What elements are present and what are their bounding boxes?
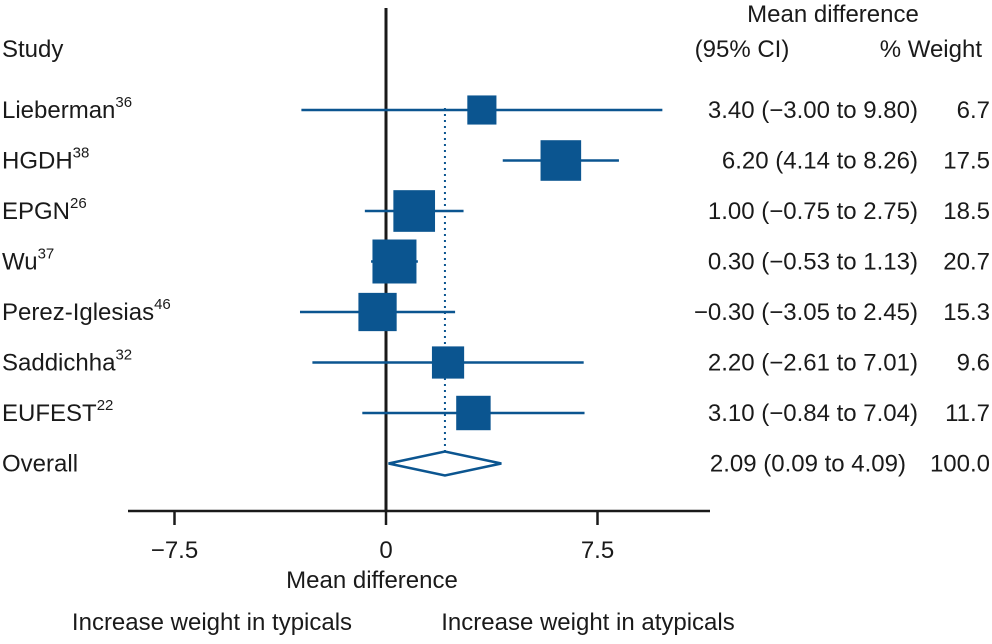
effect-box xyxy=(456,395,491,431)
study-label: Lieberman36 xyxy=(2,94,132,124)
x-tick-label: 7.5 xyxy=(581,537,614,564)
study-weight-text: 11.7 xyxy=(945,400,990,427)
header-weight: % Weight xyxy=(880,36,983,63)
study-effect-text: 1.00 (−0.75 to 2.75) xyxy=(708,198,918,225)
study-effect-text: 2.20 (−2.61 to 7.01) xyxy=(708,350,918,377)
study-rows: Lieberman36 3.40 (−3.00 to 9.80) 6.7 HGDH38… xyxy=(2,94,990,478)
study-weight-text: 6.7 xyxy=(957,97,990,124)
study-label: Saddichha32 xyxy=(2,347,132,377)
x-axis-label: Mean difference xyxy=(286,567,458,594)
study-label: EUFEST22 xyxy=(2,397,113,427)
effect-box xyxy=(431,346,465,379)
study-label: Perez-Iglesias46 xyxy=(2,296,171,326)
study-effect-text: 6.20 (4.14 to 8.26) xyxy=(722,148,918,175)
effect-box xyxy=(358,292,397,332)
study-effect-text: 3.40 (−3.00 to 9.80) xyxy=(708,97,918,124)
direction-left-label: Increase weight in typicals xyxy=(72,609,352,636)
study-effect-text: 3.10 (−0.84 to 7.04) xyxy=(708,400,918,427)
header-effect-line2: (95% CI) xyxy=(695,36,790,63)
study-label: Wu37 xyxy=(2,246,54,276)
overall-label: Overall xyxy=(2,451,78,478)
study-weight-text: 18.5 xyxy=(943,198,990,225)
overall-diamond xyxy=(388,450,502,477)
header-effect-line1: Mean difference xyxy=(747,1,919,28)
x-tick-label: −7.5 xyxy=(151,537,198,564)
study-weight-text: 20.7 xyxy=(943,249,990,276)
study-weight-text: 9.6 xyxy=(957,350,990,377)
plot-marks xyxy=(299,8,663,511)
direction-right-label: Increase weight in atypicals xyxy=(441,609,734,636)
x-axis-ticks: −7.5 0 7.5 xyxy=(151,511,614,564)
study-weight-text: 17.5 xyxy=(943,148,990,175)
overall-effect-text: 2.09 (0.09 to 4.09) xyxy=(710,451,906,478)
effect-box xyxy=(467,95,497,125)
overall-weight-text: 100.0 xyxy=(930,451,990,478)
study-effect-text: 0.30 (−0.53 to 1.13) xyxy=(708,249,918,276)
header-study: Study xyxy=(2,36,63,63)
effect-box xyxy=(372,239,417,284)
effect-box xyxy=(393,190,436,232)
study-effect-text: −0.30 (−3.05 to 2.45) xyxy=(694,299,918,326)
x-tick-label: 0 xyxy=(379,537,392,564)
study-label: HGDH38 xyxy=(2,145,89,175)
study-label: EPGN26 xyxy=(2,195,87,225)
study-weight-text: 15.3 xyxy=(943,299,990,326)
effect-box xyxy=(540,140,582,181)
